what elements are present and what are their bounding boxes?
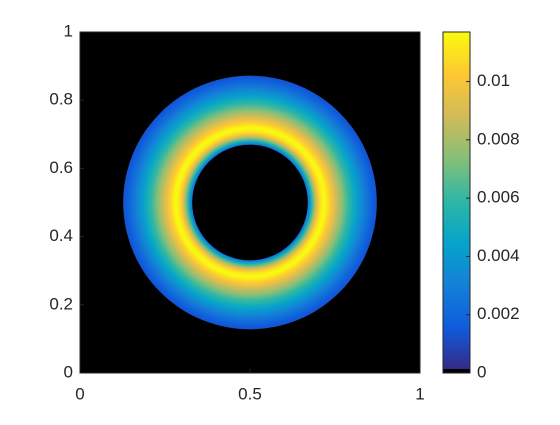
x-tick-label: 0 [75,384,84,403]
colorbar [442,31,471,374]
y-tick-label: 0.2 [49,294,73,313]
colorbar-tick-label: 0.004 [477,246,520,265]
y-tick-label: 0.6 [49,158,73,177]
colorbar-tick-label: 0.01 [477,71,510,90]
ring [123,75,377,330]
x-tick-label: 1 [415,384,424,403]
y-tick-label: 0.8 [49,90,73,109]
y-tick-label: 0.4 [49,226,73,245]
colorbar-tick-label: 0.002 [477,304,520,323]
x-tick-label: 0.5 [238,384,262,403]
colorbar-tick-label: 0.006 [477,188,520,207]
y-tick-label: 1 [64,21,73,40]
colorbar-tick-label: 0.008 [477,129,520,148]
y-tick-label: 0 [64,362,73,381]
colorbar-tick-label: 0 [477,362,486,381]
